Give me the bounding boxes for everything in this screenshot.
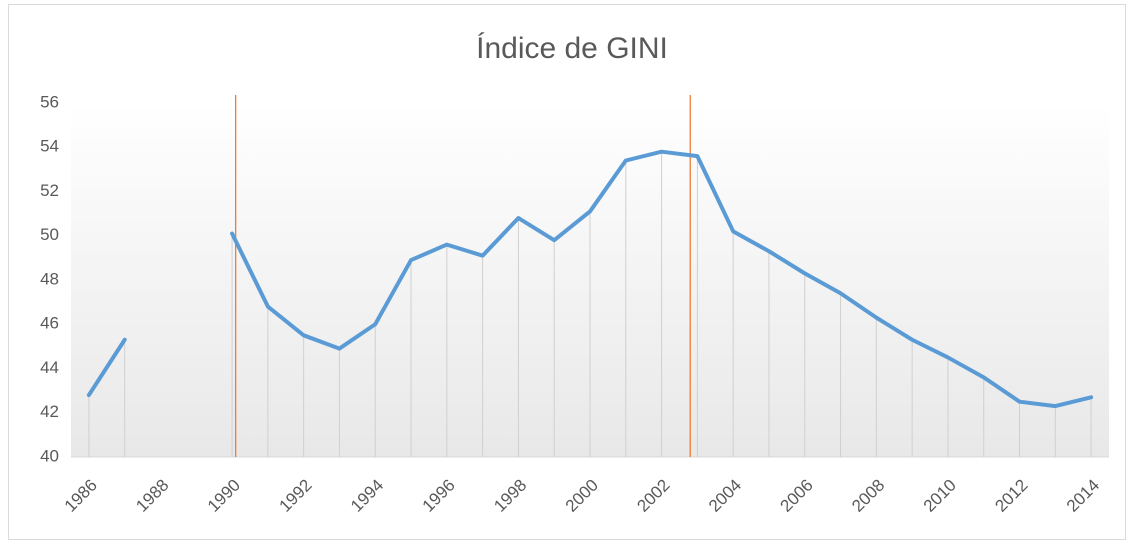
y-tick-label: 50 — [40, 225, 59, 244]
chart-title: Índice de GINI — [476, 32, 668, 65]
y-tick-label: 46 — [40, 314, 59, 333]
data-line — [86, 149, 1094, 409]
y-tick-label: 40 — [40, 446, 59, 465]
y-tick-label: 42 — [40, 402, 59, 421]
y-tick-label: 52 — [40, 181, 59, 200]
y-tick-label: 54 — [40, 137, 59, 156]
y-tick-label: 44 — [40, 358, 59, 377]
y-tick-label: 56 — [40, 92, 59, 111]
y-tick-label: 48 — [40, 269, 59, 288]
